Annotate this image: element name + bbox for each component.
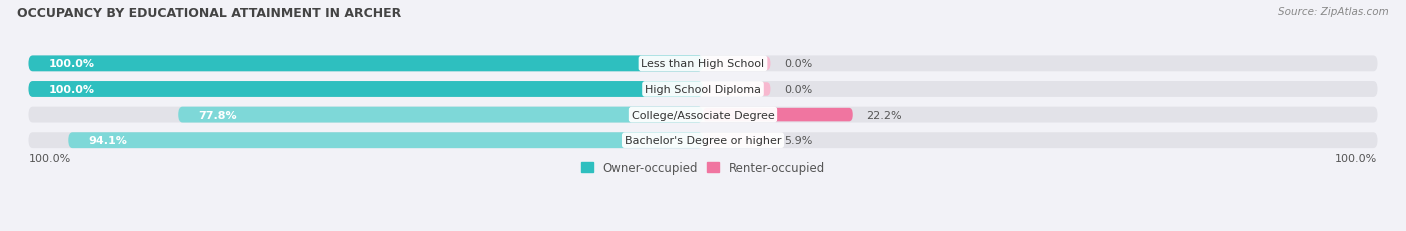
Text: 100.0%: 100.0%	[1336, 153, 1378, 163]
FancyBboxPatch shape	[703, 108, 853, 122]
FancyBboxPatch shape	[703, 83, 770, 96]
Text: 100.0%: 100.0%	[49, 59, 94, 69]
Legend: Owner-occupied, Renter-occupied: Owner-occupied, Renter-occupied	[576, 157, 830, 179]
Text: 100.0%: 100.0%	[28, 153, 70, 163]
FancyBboxPatch shape	[69, 133, 703, 149]
FancyBboxPatch shape	[28, 82, 1378, 97]
Text: 0.0%: 0.0%	[785, 85, 813, 94]
Text: 77.8%: 77.8%	[198, 110, 238, 120]
Text: 5.9%: 5.9%	[785, 136, 813, 146]
Text: 94.1%: 94.1%	[89, 136, 128, 146]
FancyBboxPatch shape	[28, 107, 1378, 123]
FancyBboxPatch shape	[28, 56, 703, 72]
Text: Less than High School: Less than High School	[641, 59, 765, 69]
Text: 22.2%: 22.2%	[866, 110, 901, 120]
FancyBboxPatch shape	[28, 56, 1378, 72]
Text: High School Diploma: High School Diploma	[645, 85, 761, 94]
FancyBboxPatch shape	[28, 133, 1378, 149]
Text: 0.0%: 0.0%	[785, 59, 813, 69]
FancyBboxPatch shape	[703, 134, 770, 147]
Text: College/Associate Degree: College/Associate Degree	[631, 110, 775, 120]
Text: Bachelor's Degree or higher: Bachelor's Degree or higher	[624, 136, 782, 146]
FancyBboxPatch shape	[703, 57, 770, 71]
Text: 100.0%: 100.0%	[49, 85, 94, 94]
FancyBboxPatch shape	[179, 107, 703, 123]
Text: OCCUPANCY BY EDUCATIONAL ATTAINMENT IN ARCHER: OCCUPANCY BY EDUCATIONAL ATTAINMENT IN A…	[17, 7, 401, 20]
Text: Source: ZipAtlas.com: Source: ZipAtlas.com	[1278, 7, 1389, 17]
FancyBboxPatch shape	[28, 82, 703, 97]
